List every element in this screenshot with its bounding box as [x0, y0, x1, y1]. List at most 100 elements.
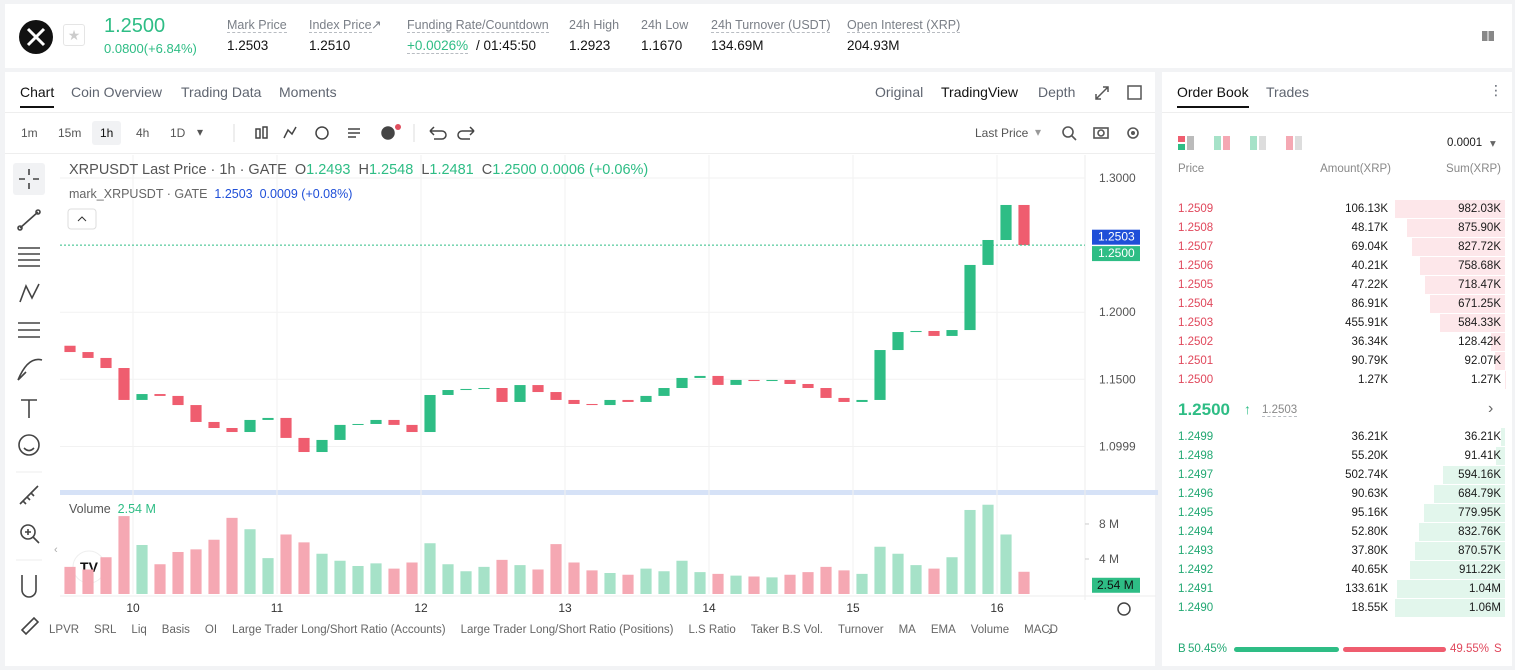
ob-amount: 86.91K — [1351, 298, 1388, 310]
candle-body — [982, 239, 994, 265]
y-tick-label: 1.2000 — [1099, 305, 1136, 319]
drawing-tools[interactable] — [12, 160, 48, 640]
ratio-buy — [1234, 647, 1339, 652]
indicator[interactable]: OI — [204, 624, 218, 636]
ob-price: 1.2492 — [1178, 564, 1214, 576]
tab[interactable]: Trading Data — [181, 84, 262, 100]
stat-label[interactable]: Index Price — [309, 18, 372, 33]
precision[interactable]: 0.0001 — [1447, 137, 1483, 149]
indicator[interactable]: MA — [898, 624, 916, 636]
book-icon[interactable] — [1481, 29, 1495, 43]
toolbar-icons[interactable] — [232, 124, 482, 142]
volume-bar — [748, 576, 760, 594]
indicator[interactable]: L.S Ratio — [688, 624, 736, 636]
dropdown-arrow[interactable]: ▾ — [1490, 138, 1496, 150]
ob-tab[interactable]: Trades — [1266, 84, 1310, 100]
ob-sum: 1.04M — [1469, 583, 1501, 595]
candle-body — [460, 388, 472, 391]
ob-amount: 40.21K — [1351, 260, 1388, 272]
price-tag — [1092, 229, 1140, 245]
candle-body — [532, 385, 544, 393]
indicator[interactable]: MACD — [1024, 624, 1058, 636]
indicator[interactable]: Liq — [131, 624, 147, 636]
interval[interactable]: 15m — [58, 126, 82, 140]
ob-amount: 48.17K — [1351, 222, 1388, 234]
settings-icon[interactable] — [1117, 602, 1131, 616]
indicator[interactable]: Large Trader Long/Short Ratio (Accounts) — [232, 624, 446, 636]
volume-bar — [316, 553, 328, 594]
ob-price: 1.2502 — [1178, 336, 1214, 348]
view-tab[interactable]: TradingView — [941, 84, 1019, 100]
indicator[interactable]: Turnover — [837, 624, 884, 636]
indicator[interactable]: Taker B.S Vol. — [750, 624, 823, 636]
depth-bar — [1495, 447, 1505, 465]
candle-body — [226, 428, 238, 433]
collapse-icon — [77, 216, 87, 222]
view-tab[interactable]: Original — [875, 84, 924, 100]
scroll-right[interactable]: › — [1048, 622, 1053, 638]
depth-bar — [1414, 542, 1505, 560]
volume-bar — [352, 565, 364, 594]
volume-bar — [874, 546, 886, 594]
tab[interactable]: Chart — [20, 84, 55, 108]
volume-bar — [298, 542, 310, 594]
panel-icons[interactable] — [1094, 85, 1144, 101]
collapse-button[interactable] — [67, 208, 97, 230]
ob-amount: 90.63K — [1351, 488, 1388, 500]
ratio-name: B — [1178, 643, 1186, 655]
interval[interactable]: 4h — [136, 126, 150, 140]
interval[interactable]: 1D — [170, 126, 186, 140]
tool-icons[interactable] — [1060, 124, 1142, 142]
indicator[interactable]: Volume — [970, 624, 1010, 636]
volume-bar — [964, 509, 976, 594]
dropdown-arrow[interactable]: ▾ — [197, 125, 204, 139]
volume-bar — [838, 570, 850, 594]
ob-price: 1.2497 — [1178, 469, 1214, 481]
interval[interactable]: 1m — [21, 126, 38, 140]
volume-bar — [622, 574, 634, 594]
indicator[interactable]: Basis — [161, 624, 190, 636]
depth-bar — [1490, 333, 1505, 351]
indicator[interactable]: LPVR — [49, 624, 80, 636]
candle-body — [64, 345, 76, 353]
volume-bar — [640, 568, 652, 594]
candle-body — [280, 417, 292, 438]
volume-tag-label: 2.54 M — [1097, 578, 1134, 592]
last-price: 1.2500 — [104, 15, 166, 37]
ob-expand[interactable]: › — [1488, 400, 1494, 417]
more-menu[interactable]: ⋮ — [1489, 82, 1503, 98]
stat-value: 1.1670 — [641, 38, 683, 53]
volume-bar — [154, 564, 166, 594]
ohlc-value: 1.2493 — [306, 162, 351, 178]
legend-title: XRPUSDT Last Price · 1h · GATE — [69, 162, 287, 178]
tab[interactable]: Coin Overview — [71, 84, 163, 100]
volume-bar — [892, 553, 904, 594]
candle-body — [928, 330, 940, 336]
ob-sum: 832.76K — [1458, 526, 1501, 538]
indicator[interactable]: SRL — [94, 624, 117, 636]
up-arrow: ↑ — [1244, 401, 1251, 417]
ob-tab[interactable]: Order Book — [1177, 84, 1249, 108]
mark-value: 1.2503 — [214, 187, 253, 201]
volume-bar — [766, 577, 778, 594]
indicator[interactable]: Large Trader Long/Short Ratio (Positions… — [460, 624, 674, 636]
candle-body — [82, 352, 94, 358]
price-type[interactable]: Last Price — [975, 126, 1029, 140]
ob-layout-icons[interactable] — [1178, 135, 1308, 151]
ohlc-value: 1.2548 — [368, 162, 414, 178]
volume-value: 2.54 M — [117, 502, 156, 516]
dropdown-arrow[interactable]: ▾ — [1035, 125, 1042, 139]
favorite-star[interactable]: ★ — [63, 24, 85, 46]
ohlc-value: 1.2500 — [492, 162, 537, 178]
indicator[interactable]: EMA — [930, 624, 956, 636]
candle-body — [244, 419, 256, 433]
tab[interactable]: Moments — [279, 84, 337, 100]
view-tab[interactable]: Depth — [1038, 84, 1076, 100]
candle-body — [1018, 204, 1030, 246]
link-arrow[interactable]: ↗ — [371, 18, 382, 32]
col-header: Price — [1178, 163, 1205, 175]
scroll-arrow[interactable]: ‹ — [54, 544, 58, 556]
interval-active[interactable]: 1h — [92, 121, 122, 145]
candle-body — [172, 395, 184, 406]
